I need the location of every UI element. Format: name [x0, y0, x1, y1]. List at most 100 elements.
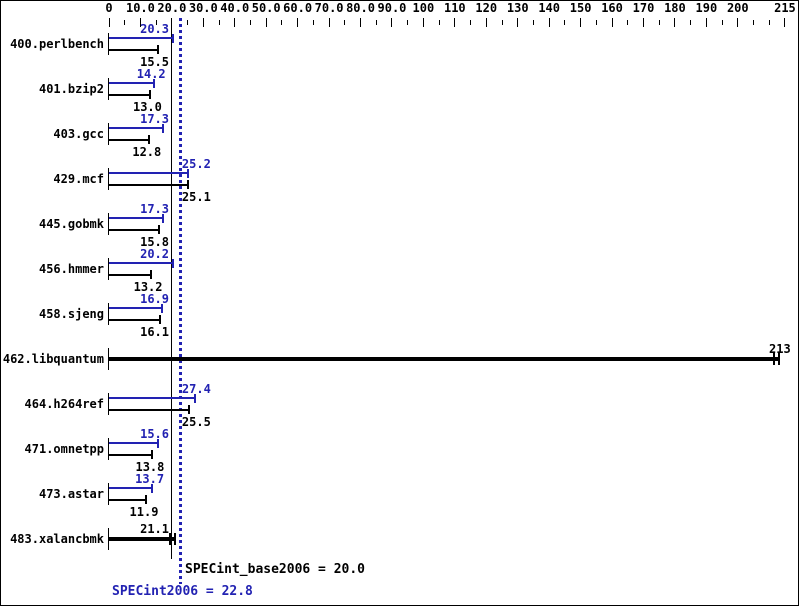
- base-bar: [109, 274, 151, 276]
- x-axis-major-tick: [108, 18, 110, 27]
- base-value-label: 11.9: [129, 505, 159, 519]
- x-axis-tick-label: 140: [538, 1, 560, 15]
- base-peak-bar: [109, 357, 779, 361]
- x-axis-tick-label: 80.0: [346, 1, 375, 15]
- bar-end-tick: [156, 45, 159, 54]
- peak-value-label: 14.2: [136, 67, 166, 81]
- x-axis-major-tick: [737, 18, 739, 27]
- row-axis-tick: [108, 78, 109, 100]
- base-value-label: 15.8: [140, 235, 169, 249]
- peak-bar: [109, 37, 173, 39]
- bar-end-tick: [186, 180, 189, 189]
- x-axis-minor-tick: [658, 20, 660, 25]
- x-axis-minor-tick: [155, 20, 157, 25]
- row-axis-tick: [108, 123, 109, 145]
- x-axis-tick-label: 120: [475, 1, 498, 15]
- x-axis-tick-label: 170: [632, 1, 655, 15]
- x-axis-minor-tick: [768, 20, 770, 25]
- x-axis-major-tick: [517, 18, 519, 27]
- x-axis-tick-label: 215: [774, 1, 796, 15]
- bar-end-tick: [157, 439, 160, 448]
- peak-value-label: 17.3: [140, 202, 169, 216]
- x-axis-tick-label: 90.0: [377, 1, 407, 15]
- benchmark-label: 458.sjeng: [38, 307, 104, 321]
- bar-end-tick: [174, 533, 177, 545]
- base-bar: [109, 499, 147, 501]
- x-axis-tick-label: 30.0: [188, 1, 218, 15]
- x-axis-minor-tick: [690, 20, 692, 25]
- peak-value-label: 17.3: [140, 112, 169, 126]
- bar-end-tick: [162, 214, 165, 223]
- x-axis-minor-tick: [595, 20, 597, 25]
- x-axis-minor-tick: [470, 20, 472, 25]
- x-axis-minor-tick: [721, 20, 723, 25]
- x-axis-major-tick: [328, 18, 330, 27]
- x-axis-major-tick: [422, 18, 424, 27]
- x-axis-minor-tick: [627, 20, 629, 25]
- base-mean-label: SPECint_base2006 = 20.0: [185, 562, 366, 577]
- bar-end-tick: [777, 353, 780, 365]
- row-axis-tick: [108, 168, 109, 190]
- bar-end-tick: [772, 353, 775, 365]
- base-value-label: 13.2: [133, 280, 163, 294]
- base-mean-line: [171, 18, 173, 559]
- peak-value-label: 20.3: [140, 22, 169, 36]
- x-axis-tick-label: 10.0: [125, 1, 155, 15]
- row-axis-tick: [108, 393, 109, 415]
- base-value-label: 13.0: [132, 100, 162, 114]
- base-bar: [109, 49, 158, 51]
- x-axis-major-tick: [580, 18, 582, 27]
- base-bar: [109, 409, 190, 411]
- bar-end-tick: [171, 34, 174, 43]
- row-axis-tick: [108, 483, 109, 505]
- benchmark-label: 473.astar: [38, 487, 104, 501]
- bar-end-tick: [157, 225, 160, 234]
- peak-mean-line: [179, 18, 183, 584]
- bar-end-tick: [151, 484, 154, 493]
- x-axis-minor-tick: [218, 20, 220, 25]
- benchmark-label: 464.h264ref: [24, 397, 104, 411]
- x-axis-minor-tick: [501, 20, 503, 25]
- peak-bar: [109, 487, 153, 489]
- bar-end-tick: [148, 90, 151, 99]
- row-axis-tick: [108, 33, 109, 55]
- benchmark-label: 401.bzip2: [38, 82, 104, 96]
- x-axis-major-tick: [642, 18, 644, 27]
- x-axis-tick-label: 110: [443, 1, 466, 15]
- bar-end-tick: [152, 79, 155, 88]
- row-axis-tick: [108, 213, 109, 235]
- x-axis-major-tick: [485, 18, 487, 27]
- peak-bar: [109, 307, 163, 309]
- row-axis-tick: [108, 303, 109, 325]
- x-axis-minor-tick: [281, 20, 283, 25]
- bar-end-tick: [158, 315, 161, 324]
- x-axis-major-tick: [705, 18, 707, 27]
- x-axis-major-tick: [391, 18, 393, 27]
- x-axis-minor-tick: [532, 20, 534, 25]
- x-axis-minor-tick: [407, 20, 409, 25]
- x-axis-major-tick: [234, 18, 236, 27]
- bar-end-tick: [171, 259, 174, 268]
- x-axis-minor-tick: [753, 20, 755, 25]
- benchmark-label: 456.hmmer: [38, 262, 104, 276]
- bar-end-tick: [188, 405, 191, 414]
- x-axis-major-tick: [548, 18, 550, 27]
- base-value-label: 25.1: [181, 190, 211, 204]
- x-axis-major-tick: [611, 18, 613, 27]
- base-bar: [109, 184, 188, 186]
- base-peak-bar: [109, 537, 176, 541]
- x-axis-major-tick: [674, 18, 676, 27]
- peak-bar: [109, 397, 196, 399]
- bar-end-tick: [149, 270, 152, 279]
- peak-value-label: 25.2: [181, 157, 211, 171]
- x-axis-minor-tick: [187, 20, 189, 25]
- row-axis-tick: [108, 438, 109, 460]
- x-axis-major-tick: [360, 18, 362, 27]
- base-value-label: 21.1: [140, 522, 169, 536]
- x-axis-major-tick: [454, 18, 456, 27]
- base-value-label: 25.5: [181, 415, 211, 429]
- bar-end-tick: [187, 169, 190, 178]
- peak-value-label: 16.9: [140, 292, 169, 306]
- x-axis-tick-label: 50.0: [251, 1, 281, 15]
- benchmark-label: 445.gobmk: [38, 217, 104, 231]
